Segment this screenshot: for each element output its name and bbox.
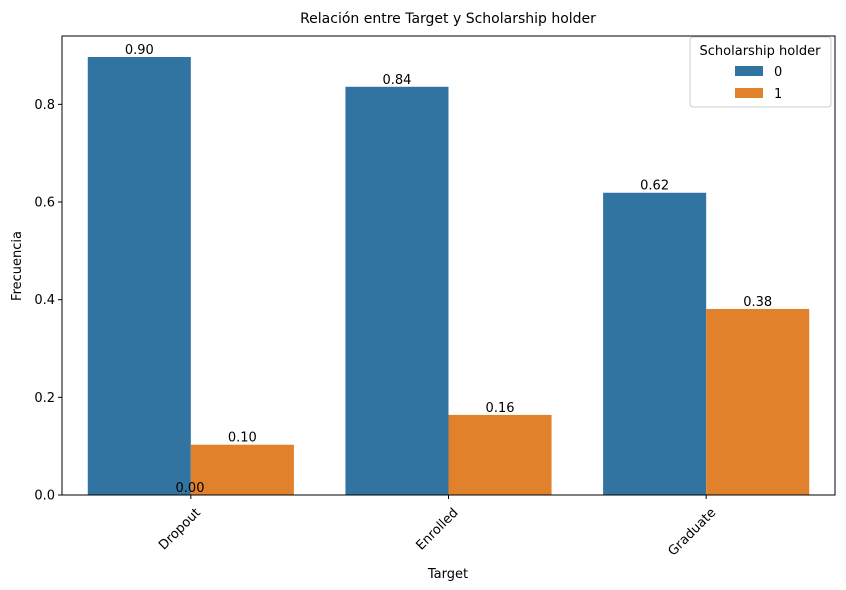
zero-value-annotation: 0.00 <box>176 481 205 496</box>
bar-labels-group: 0.90 0.10 0.84 0.16 0.62 0.38 <box>125 43 772 446</box>
legend-title: Scholarship holder <box>700 44 822 59</box>
x-axis-label: Target <box>427 567 468 582</box>
legend-items: 01 <box>735 65 782 102</box>
legend: Scholarship holder 01 <box>689 36 832 108</box>
x-tick-label-enrolled: Enrolled <box>413 505 461 553</box>
bar-value-label-enrolled-series-1: 0.16 <box>486 401 515 416</box>
legend-label-0: 0 <box>774 65 782 80</box>
x-axis: Dropout Enrolled Graduate <box>156 495 719 559</box>
y-axis-label: Frecuencia <box>10 231 25 301</box>
bar-value-label-dropout-series-0: 0.90 <box>125 43 154 58</box>
bar-value-label-enrolled-series-0: 0.84 <box>382 73 411 88</box>
bar-enrolled-series-1 <box>448 414 552 495</box>
legend-swatch-0 <box>735 66 763 76</box>
bar-enrolled-series-0 <box>345 86 449 495</box>
bar-graduate-series-0 <box>603 192 707 495</box>
chart-title: Relación entre Target y Scholarship hold… <box>300 11 596 27</box>
bars-group <box>87 56 810 496</box>
bar-graduate-series-1 <box>706 308 810 495</box>
legend-label-1: 1 <box>774 87 782 102</box>
y-tick-label-1: 0.2 <box>34 391 55 406</box>
y-axis: 0.0 0.2 0.4 0.6 0.8 <box>34 98 62 504</box>
y-tick-label-3: 0.6 <box>34 196 55 211</box>
bar-dropout-series-1 <box>190 444 294 495</box>
x-tick-label-graduate: Graduate <box>666 505 720 559</box>
bar-dropout-series-0 <box>87 56 191 496</box>
y-tick-label-4: 0.8 <box>34 98 55 113</box>
y-tick-label-0: 0.0 <box>34 489 55 504</box>
x-tick-label-dropout: Dropout <box>156 505 204 553</box>
legend-swatch-1 <box>735 88 763 98</box>
y-tick-label-2: 0.4 <box>34 293 55 308</box>
bar-value-label-dropout-series-1: 0.10 <box>228 431 257 446</box>
bar-value-label-graduate-series-1: 0.38 <box>743 295 772 310</box>
bar-value-label-graduate-series-0: 0.62 <box>640 179 669 194</box>
